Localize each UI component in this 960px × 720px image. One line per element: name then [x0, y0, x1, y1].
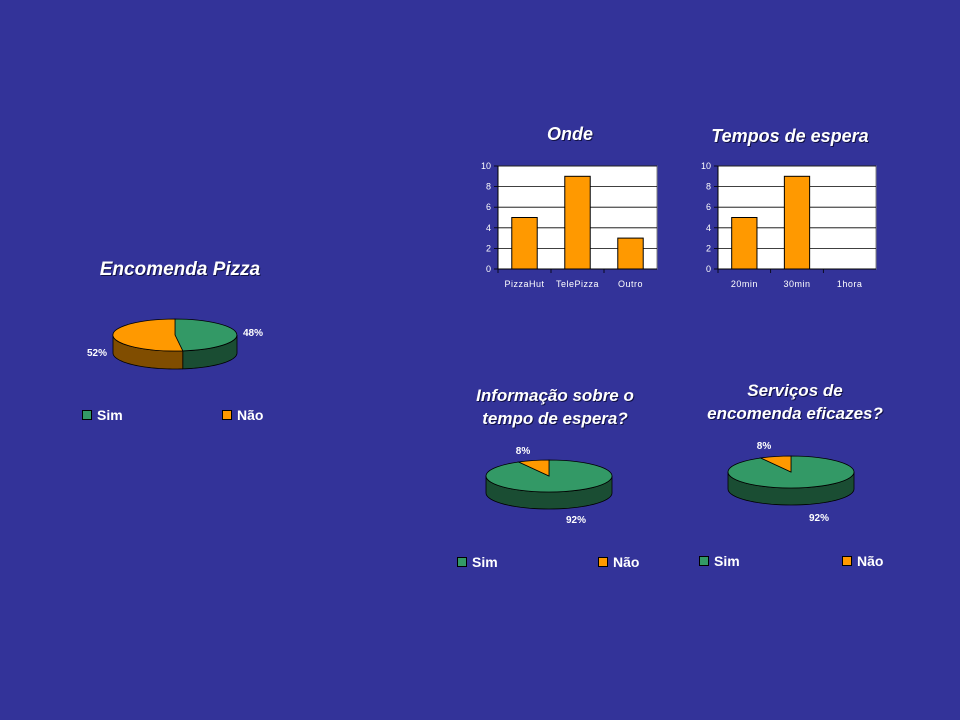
pie-slice-Não — [517, 459, 550, 477]
legend-swatch-sim — [457, 557, 467, 567]
chart-tempos-espera: Tempos de espera 0 2 4 6 8 10 20min 30min 1hora — [690, 120, 890, 300]
legend-item-nao: Não — [222, 407, 263, 423]
y-tick-label: 4 — [486, 223, 491, 233]
legend-item-sim: Sim — [457, 554, 498, 570]
x-tick-label: TelePizza — [556, 279, 599, 289]
legend-item-nao: Não — [842, 553, 883, 569]
legend-label: Não — [857, 553, 884, 569]
pie-slice-Não — [759, 455, 792, 473]
chart-servicos-eficazes: Serviços de encomenda eficazes? 92% 8% Si… — [685, 375, 905, 575]
chart-title-line: Serviços de — [747, 381, 843, 400]
legend-swatch-nao — [222, 410, 232, 420]
bar-chart: 0 2 4 6 8 10 PizzaHut TelePizza Outro — [481, 161, 658, 289]
y-tick-label: 2 — [706, 243, 711, 253]
y-tick-label: 8 — [706, 182, 711, 192]
legend-label: Não — [237, 407, 264, 423]
bar-Outro — [617, 237, 644, 270]
legend-item-sim: Sim — [699, 553, 740, 569]
y-tick-label: 10 — [481, 161, 491, 171]
bar-20min — [731, 217, 758, 270]
legend-item-nao: Não — [598, 554, 639, 570]
bar-chart: 0 2 4 6 8 10 20min 30min 1hora — [701, 161, 877, 289]
bar-30min — [783, 175, 811, 270]
pie-chart: 92% 8% — [727, 441, 855, 524]
data-label: 8% — [757, 441, 772, 452]
pie-chart: 48% 52% — [87, 318, 263, 370]
legend-label: Sim — [472, 554, 498, 570]
chart-encomenda-pizza: Encomenda Pizza 48% 52% Sim Não — [70, 255, 290, 435]
x-tick-label: Outro — [618, 279, 643, 289]
y-tick-label: 6 — [486, 202, 491, 212]
pie-sides — [112, 334, 238, 370]
y-tick-label: 0 — [706, 264, 711, 274]
y-tick-label: 8 — [486, 182, 491, 192]
y-tick-label: 2 — [486, 243, 491, 253]
pie-slice-Não — [112, 318, 184, 352]
x-tick-label: PizzaHut — [504, 279, 544, 289]
x-tick-label: 20min — [731, 279, 758, 289]
chart-title: Informação sobre o tempo de espera? — [445, 384, 665, 430]
legend-swatch-sim — [699, 556, 709, 566]
legend-label: Sim — [97, 407, 123, 423]
chart-title-line: encomenda eficazes? — [707, 404, 883, 423]
pie-chart: 92% 8% — [485, 446, 613, 526]
y-tick-label: 6 — [706, 202, 711, 212]
chart-title: Serviços de encomenda eficazes? — [685, 379, 905, 425]
chart-title-line: Informação sobre o — [476, 386, 634, 405]
legend-swatch-nao — [598, 557, 608, 567]
legend-item-sim: Sim — [82, 407, 123, 423]
y-tick-label: 4 — [706, 223, 711, 233]
legend-swatch-sim — [82, 410, 92, 420]
data-label: 8% — [516, 446, 531, 457]
chart-title: Onde — [546, 124, 593, 144]
data-label: 92% — [566, 515, 586, 526]
chart-informacao-tempo-espera: Informação sobre o tempo de espera? 92% 8… — [445, 380, 665, 580]
chart-title: Tempos de espera — [711, 126, 869, 146]
y-tick-label: 10 — [701, 161, 711, 171]
bar-PizzaHut — [511, 217, 538, 270]
x-tick-label: 30min — [783, 279, 810, 289]
data-label: 92% — [809, 513, 829, 524]
data-label: 52% — [87, 348, 107, 359]
chart-title: Encomenda Pizza — [99, 259, 261, 280]
legend-label: Não — [613, 554, 640, 570]
x-tick-label: 1hora — [837, 279, 863, 289]
chart-onde: Onde 0 2 4 6 8 10 PizzaHut TelePizza Outro — [470, 120, 670, 300]
data-label: 48% — [243, 328, 263, 339]
y-tick-label: 0 — [486, 264, 491, 274]
legend-label: Sim — [714, 553, 740, 569]
legend-swatch-nao — [842, 556, 852, 566]
pie-slice-Sim — [174, 318, 238, 352]
chart-title-line: tempo de espera? — [482, 409, 628, 428]
bar-TelePizza — [564, 175, 591, 270]
